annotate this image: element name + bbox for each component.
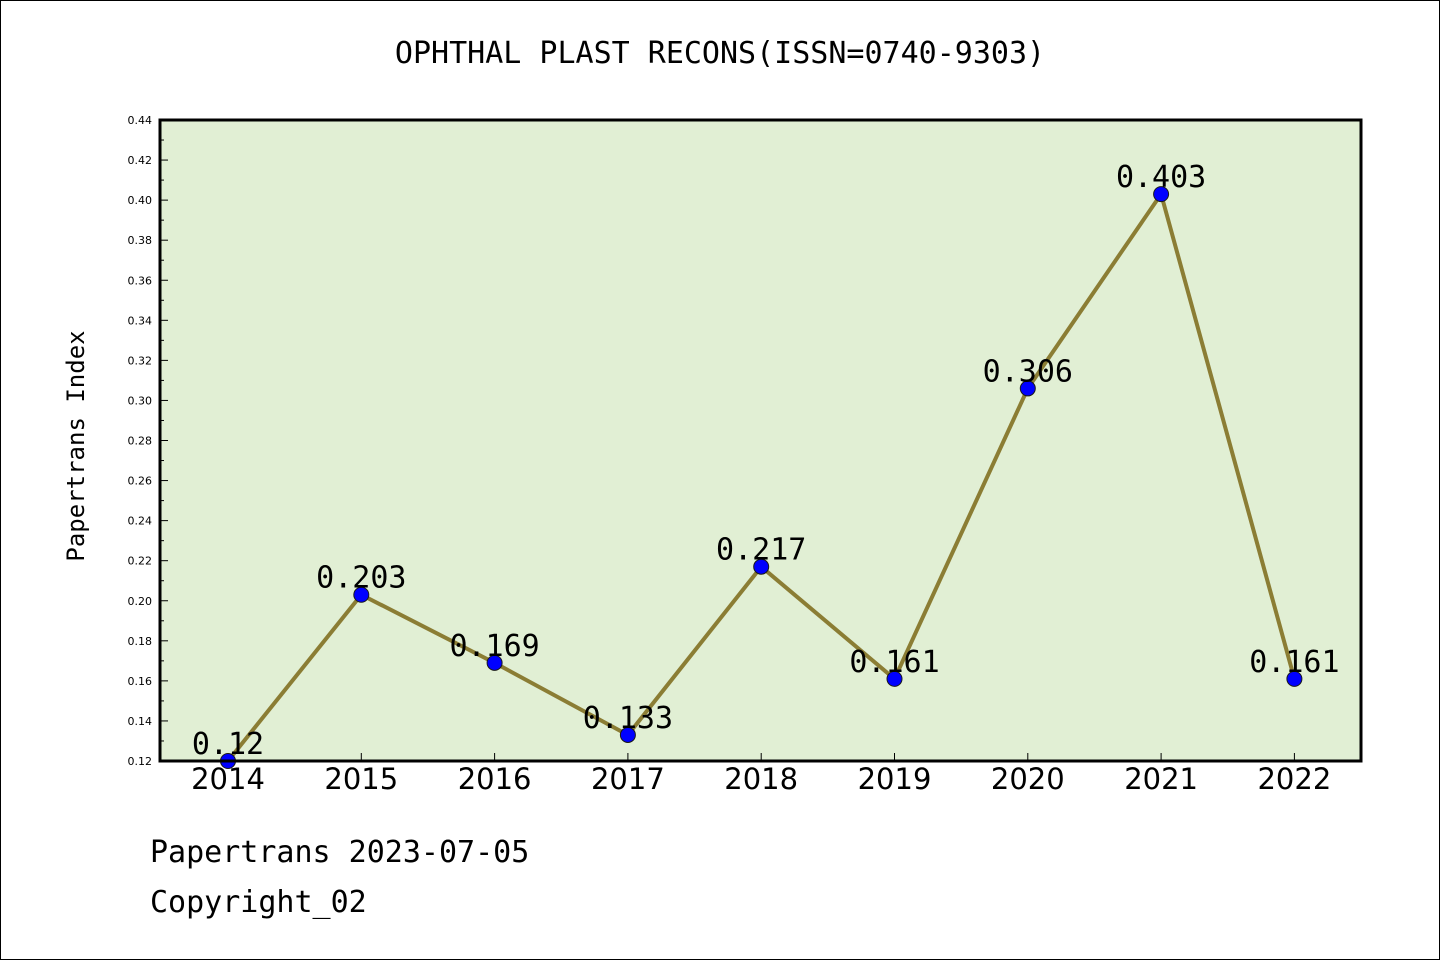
- data-point: [1286, 670, 1303, 687]
- y-tick-label: 0.40: [128, 194, 153, 207]
- y-tick-label: 0.16: [128, 675, 153, 688]
- data-point: [486, 654, 503, 671]
- y-tick-label: 0.12: [128, 755, 153, 768]
- data-point: [1019, 380, 1036, 397]
- data-label: 0.403: [1116, 160, 1206, 195]
- x-tick-label: 2017: [591, 762, 665, 796]
- y-tick-label: 0.18: [128, 635, 153, 648]
- chart-title: OPHTHAL PLAST RECONS(ISSN=0740-9303): [394, 36, 1046, 71]
- y-tick-label: 0.22: [128, 555, 153, 568]
- footer-copyright: Copyright_02: [150, 885, 367, 920]
- y-tick-label: 0.36: [128, 274, 153, 287]
- data-label: 0.12: [192, 727, 264, 762]
- x-tick-label: 2019: [858, 762, 932, 796]
- data-label: 0.203: [316, 561, 406, 596]
- plot-area: [160, 120, 1361, 761]
- y-tick-label: 0.42: [128, 154, 153, 167]
- x-tick-label: 2022: [1257, 762, 1331, 796]
- data-label: 0.133: [583, 701, 673, 736]
- y-tick-label: 0.26: [128, 475, 153, 488]
- x-tick-label: 2020: [991, 762, 1065, 796]
- data-point: [1153, 186, 1170, 203]
- y-tick-label: 0.34: [128, 314, 153, 327]
- data-label: 0.169: [449, 629, 539, 664]
- y-tick-label: 0.20: [128, 595, 153, 608]
- data-point: [619, 726, 636, 743]
- x-tick-label: 2021: [1124, 762, 1198, 796]
- y-tick-label: 0.24: [128, 515, 153, 528]
- y-tick-label: 0.30: [128, 394, 153, 407]
- data-label: 0.217: [716, 533, 806, 568]
- data-label: 0.306: [983, 354, 1073, 389]
- y-tick-label: 0.38: [128, 234, 153, 247]
- data-point: [353, 586, 370, 603]
- x-tick-label: 2016: [458, 762, 532, 796]
- y-tick-label: 0.14: [128, 715, 153, 728]
- y-tick-label: 0.28: [128, 435, 153, 448]
- data-label: 0.161: [849, 645, 939, 680]
- y-tick-label: 0.32: [128, 354, 153, 367]
- x-tick-label: 2018: [724, 762, 798, 796]
- data-point: [753, 558, 770, 575]
- footer-source: Papertrans 2023-07-05: [150, 835, 530, 870]
- data-point: [886, 670, 903, 687]
- data-label: 0.161: [1249, 645, 1339, 680]
- x-tick-label: 2015: [324, 762, 398, 796]
- y-tick-label: 0.44: [128, 114, 153, 127]
- plot-border: [158, 118, 1363, 763]
